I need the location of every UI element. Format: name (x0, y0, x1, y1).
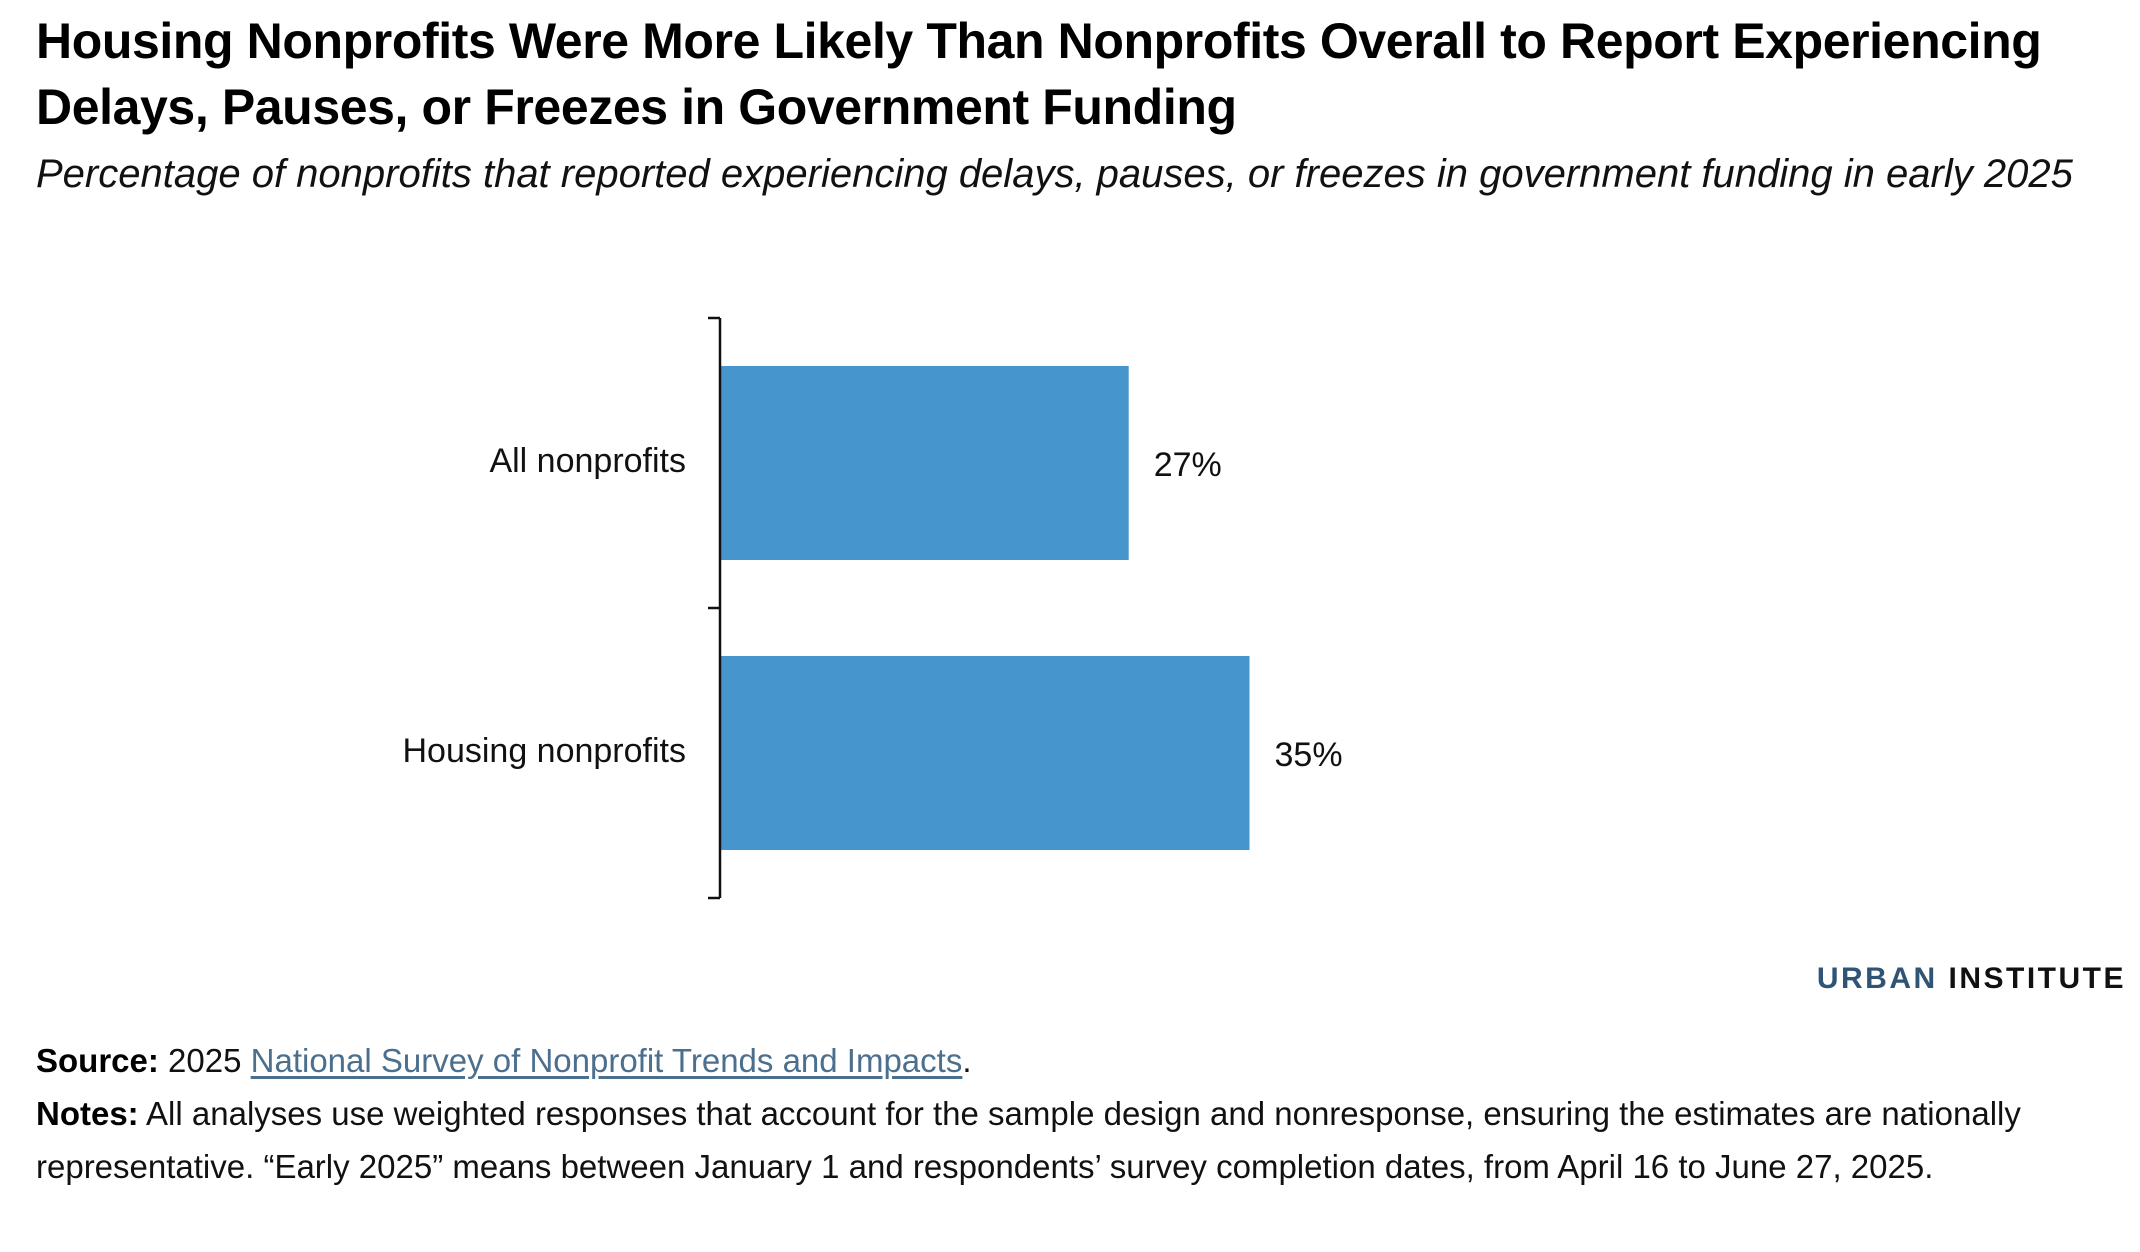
source-suffix: . (962, 1042, 972, 1079)
brand-word-urban: URBAN (1816, 962, 1938, 995)
chart-subtitle: Percentage of nonprofits that reported e… (36, 152, 2073, 196)
source-label: Source: (36, 1042, 159, 1079)
bar-housing-nonprofits (721, 656, 1250, 850)
notes-text: All analyses use weighted responses that… (36, 1095, 2021, 1185)
source-line: Source: 2025 National Survey of Nonprofi… (36, 1034, 2116, 1087)
bar-chart: All nonprofits 27% Housing nonprofits 35% (402, 316, 1343, 900)
chart-footer: Source: 2025 National Survey of Nonprofi… (36, 1034, 2116, 1193)
source-prefix: 2025 (168, 1042, 242, 1079)
data-label-housing-nonprofits: 35% (1275, 736, 1343, 774)
notes-line: Notes: All analyses use weighted respons… (36, 1087, 2116, 1193)
category-label-all-nonprofits: All nonprofits (489, 442, 686, 480)
brand-word-institute: INSTITUTE (1948, 962, 2126, 995)
bar-all-nonprofits (721, 366, 1129, 560)
urban-institute-logo: URBAN INSTITUTE (1817, 962, 2126, 996)
notes-label: Notes: (36, 1095, 139, 1132)
chart-title: Housing Nonprofits Were More Likely Than… (36, 13, 2042, 135)
survey-link[interactable]: National Survey of Nonprofit Trends and … (250, 1042, 963, 1079)
data-label-all-nonprofits: 27% (1154, 446, 1222, 484)
category-label-housing-nonprofits: Housing nonprofits (402, 732, 686, 770)
